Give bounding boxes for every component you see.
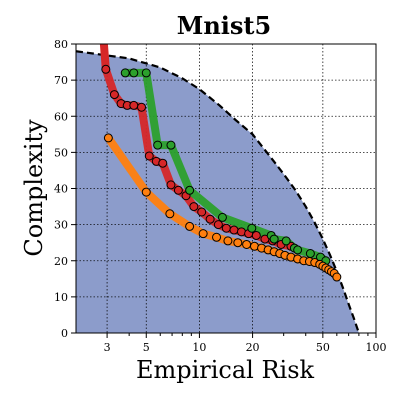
chart-title: Mnist5 xyxy=(177,11,271,40)
x-tick-label: 50 xyxy=(316,341,330,354)
series-1-point xyxy=(141,68,151,78)
series-2-point xyxy=(233,238,243,248)
y-tick-label: 30 xyxy=(54,219,68,232)
series-1-point xyxy=(166,140,176,150)
series-1-point xyxy=(120,68,130,78)
series-2-point xyxy=(141,187,151,197)
series-2-point xyxy=(185,221,195,231)
series-0-point xyxy=(213,220,223,230)
series-0-point xyxy=(101,64,111,74)
series-2-point xyxy=(103,133,113,143)
series-0-point xyxy=(144,151,154,161)
y-tick-label: 60 xyxy=(54,110,68,123)
series-2-point xyxy=(332,272,342,282)
series-0-point xyxy=(189,202,199,212)
series-1-point xyxy=(281,236,291,246)
y-tick-label: 70 xyxy=(54,74,68,87)
series-0-point xyxy=(137,102,147,112)
series-0-point xyxy=(109,90,119,100)
series-1-point xyxy=(269,234,279,244)
series-2-point xyxy=(223,236,233,246)
frontier-line xyxy=(76,50,360,333)
series-1-point xyxy=(305,249,315,259)
y-tick-label: 20 xyxy=(54,255,68,268)
series-0-point xyxy=(229,225,239,235)
y-axis-label: Complexity xyxy=(20,119,48,257)
x-axis-label: Empirical Risk xyxy=(136,356,315,384)
series-1-point xyxy=(129,68,139,78)
series-0-point xyxy=(197,207,207,217)
series-1-point xyxy=(153,140,163,150)
series-2-point xyxy=(198,229,208,239)
y-tick-label: 40 xyxy=(54,183,68,196)
y-tick-label: 80 xyxy=(54,38,68,51)
plot-area: 3 5 10 20 50 100 0 10 20 30 40 50 60 70 80 xyxy=(54,38,387,354)
series-1-point xyxy=(247,223,257,233)
series-0-point xyxy=(173,185,183,195)
series-1-point xyxy=(293,245,303,255)
y-tick-label: 50 xyxy=(54,146,68,159)
x-tick-label: 100 xyxy=(366,341,387,354)
series-1-trail xyxy=(121,68,330,265)
series-1-point xyxy=(217,212,227,222)
x-tick-label: 3 xyxy=(104,341,111,354)
series-2-point xyxy=(242,239,252,249)
y-tick-label: 0 xyxy=(61,327,68,340)
series-2-point xyxy=(165,209,175,219)
series-1-point xyxy=(185,185,195,195)
series-0-point xyxy=(221,223,231,233)
series-0-point xyxy=(251,230,261,240)
series-0-trail-extension xyxy=(99,44,110,74)
x-tick-label: 20 xyxy=(246,341,260,354)
x-tick-label: 10 xyxy=(192,341,206,354)
series-0-point xyxy=(129,100,139,110)
y-tick-label: 10 xyxy=(54,291,68,304)
series-0-point xyxy=(205,214,215,224)
series-0-point xyxy=(158,158,168,168)
series-0-point xyxy=(166,180,176,190)
x-tick-label: 5 xyxy=(143,341,150,354)
series-2-point xyxy=(212,232,222,242)
